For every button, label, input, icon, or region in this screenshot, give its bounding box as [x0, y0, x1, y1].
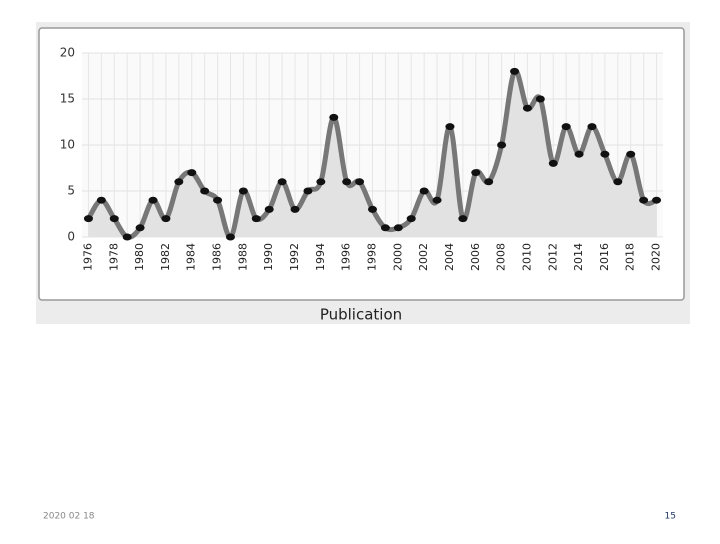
marker [368, 205, 377, 213]
marker [510, 67, 520, 75]
x-tick-label: 1988 [236, 243, 249, 271]
y-tick-label: 5 [67, 184, 75, 198]
marker [600, 150, 610, 158]
x-tick-label: 1994 [314, 243, 327, 271]
marker [445, 123, 455, 131]
marker [238, 187, 248, 195]
marker [522, 104, 532, 112]
x-tick-label: 1976 [81, 243, 94, 271]
marker [471, 169, 481, 177]
x-tick-label: 1998 [366, 243, 379, 271]
y-tick-label: 20 [60, 46, 75, 60]
marker [329, 113, 339, 121]
marker [419, 187, 429, 195]
marker [187, 169, 197, 177]
x-tick-label: 1980 [133, 243, 146, 271]
marker [290, 205, 300, 213]
x-tick-label: 1982 [159, 243, 172, 271]
marker [626, 150, 636, 158]
marker [355, 178, 365, 186]
marker [96, 196, 106, 204]
marker [264, 205, 274, 213]
marker [497, 141, 507, 149]
y-tick-label: 0 [67, 230, 75, 244]
marker [484, 178, 494, 186]
marker [406, 215, 416, 223]
x-tick-label: 2004 [443, 243, 456, 271]
x-tick-label: 2008 [495, 243, 508, 271]
marker [548, 159, 558, 167]
y-tick-label: 15 [60, 92, 75, 106]
marker [122, 233, 132, 241]
marker [225, 233, 235, 241]
x-tick-label: 1978 [107, 243, 120, 271]
x-tick-label: 1990 [262, 243, 275, 271]
marker [561, 123, 571, 131]
marker [161, 215, 171, 223]
marker [148, 196, 158, 204]
marker [613, 178, 623, 186]
marker [213, 196, 223, 204]
marker [587, 123, 597, 131]
marker [458, 215, 468, 223]
x-tick-label: 2002 [417, 243, 430, 271]
marker [200, 187, 210, 195]
marker [652, 196, 662, 204]
marker [174, 178, 184, 186]
marker [574, 150, 584, 158]
x-tick-label: 2012 [546, 243, 559, 271]
marker [251, 215, 261, 223]
marker [639, 196, 649, 204]
marker [535, 95, 545, 103]
marker [277, 178, 287, 186]
x-tick-label: 1992 [288, 243, 301, 271]
page-number: 15 [665, 512, 676, 522]
y-tick-label: 10 [60, 138, 75, 152]
marker [342, 178, 352, 186]
x-axis-title: Publication [320, 306, 402, 324]
x-tick-label: 1984 [185, 243, 198, 271]
x-tick-label: 2020 [650, 243, 663, 271]
x-tick-label: 2016 [598, 243, 611, 271]
marker [393, 224, 403, 232]
line [86, 68, 658, 240]
x-tick-label: 1996 [340, 243, 353, 271]
marker [135, 224, 145, 232]
x-tick-label: 2014 [572, 243, 585, 271]
marker [380, 224, 390, 232]
area-fill [88, 70, 657, 238]
marker [432, 196, 442, 204]
marker [83, 215, 93, 223]
marker [316, 178, 326, 186]
x-tick-label: 2010 [520, 243, 533, 271]
x-tick-label: 2006 [469, 243, 482, 271]
x-tick-label: 2000 [391, 243, 404, 271]
marker [109, 215, 119, 223]
x-tick-label: 2018 [624, 243, 637, 271]
x-tick-label: 1986 [211, 243, 224, 271]
footer-date: 2020 02 18 [43, 512, 95, 522]
marker [303, 187, 313, 195]
